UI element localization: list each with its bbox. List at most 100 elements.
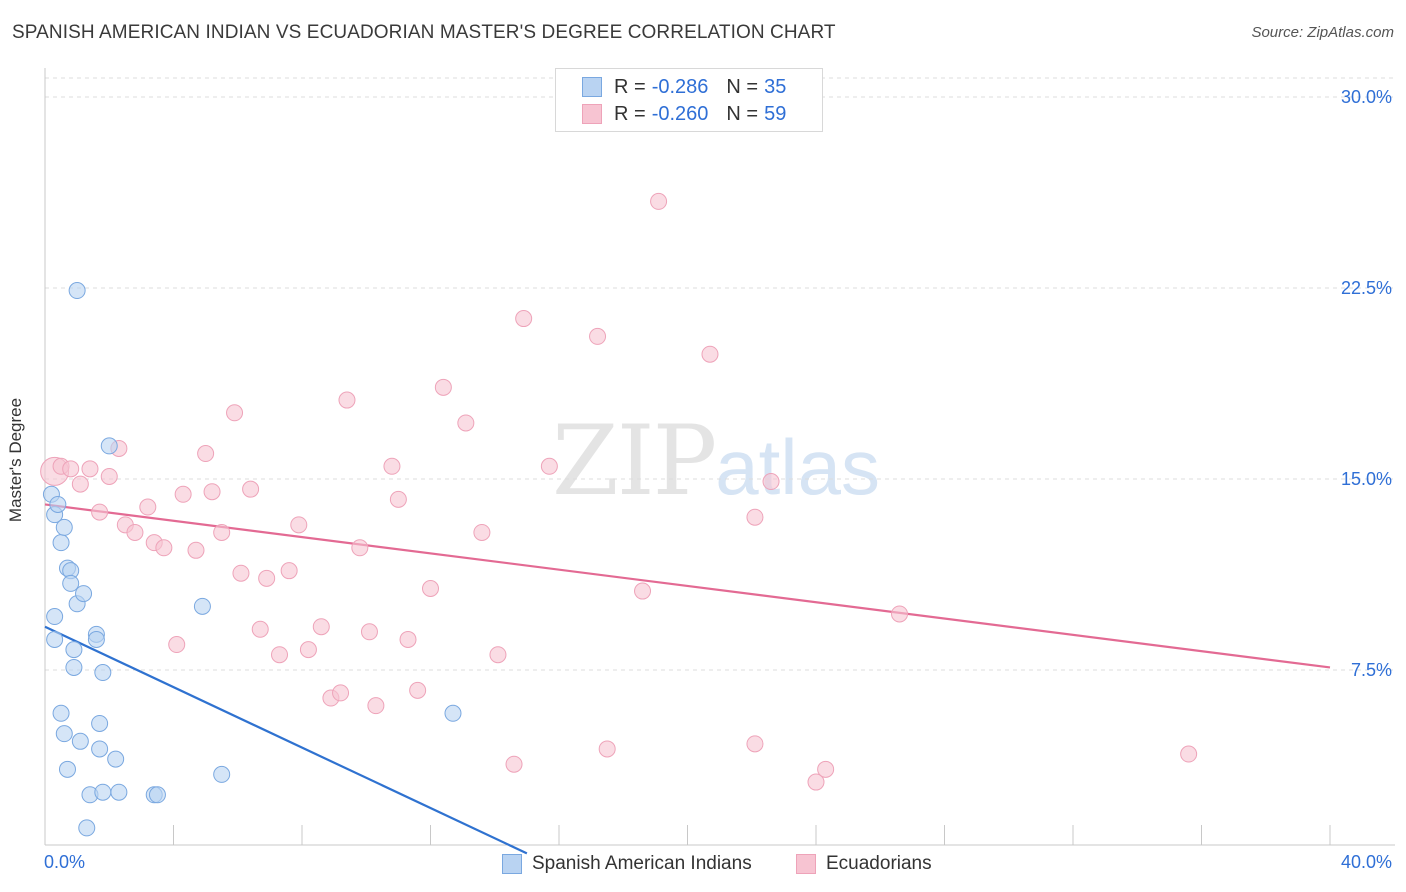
- data-point: [65, 658, 83, 676]
- series-legend-ecuadorians: Ecuadorians: [796, 852, 932, 876]
- trend-layer: [44, 503, 1331, 855]
- data-point: [505, 755, 523, 773]
- data-point: [71, 732, 89, 750]
- data-point: [807, 773, 825, 791]
- data-point: [65, 641, 83, 659]
- data-point: [52, 704, 70, 722]
- data-point: [126, 523, 144, 541]
- data-point: [389, 490, 407, 508]
- data-point: [78, 819, 96, 837]
- data-point: [148, 786, 166, 804]
- data-point: [94, 664, 112, 682]
- data-point: [71, 475, 89, 493]
- y-tick-label: 15.0%: [1340, 469, 1392, 489]
- data-point: [258, 569, 276, 587]
- data-point: [62, 460, 80, 478]
- data-point: [473, 523, 491, 541]
- data-point: [299, 641, 317, 659]
- data-point: [817, 760, 835, 778]
- data-point: [187, 541, 205, 559]
- data-point: [891, 605, 909, 623]
- data-point: [110, 783, 128, 801]
- data-point: [232, 564, 250, 582]
- data-point: [62, 574, 80, 592]
- series-swatch-blue: [502, 854, 522, 874]
- data-point: [251, 620, 269, 638]
- axis-layer: [44, 68, 1395, 846]
- data-point: [107, 750, 125, 768]
- data-point: [91, 714, 109, 732]
- legend-swatch-pink: [582, 104, 602, 124]
- legend-swatch-blue: [582, 77, 602, 97]
- data-point: [598, 740, 616, 758]
- data-point: [360, 623, 378, 641]
- data-point: [52, 534, 70, 552]
- legend-n-value: 35: [764, 75, 787, 98]
- data-point: [701, 345, 719, 363]
- data-point: [46, 630, 64, 648]
- data-point: [100, 437, 118, 455]
- trend-line-ecuadorians: [44, 503, 1331, 669]
- data-point: [55, 518, 73, 536]
- data-point: [49, 495, 67, 513]
- data-point: [280, 562, 298, 580]
- x-tick-label-min: 0.0%: [44, 852, 86, 872]
- data-point: [87, 630, 105, 648]
- data-point: [746, 508, 764, 526]
- data-point: [515, 310, 533, 328]
- data-point: [242, 480, 260, 498]
- data-point: [155, 539, 173, 557]
- source-label: Source: ZipAtlas.com: [1251, 24, 1394, 41]
- legend-r-label: R =: [614, 102, 646, 125]
- data-point: [332, 684, 350, 702]
- y-axis-label: Master's Degree: [6, 397, 25, 523]
- legend-row-ecuadorians: R = -0.260 N = 59: [582, 100, 786, 128]
- watermark-zip: ZIP: [552, 405, 717, 517]
- y-tick-label: 22.5%: [1340, 278, 1392, 298]
- data-point: [312, 618, 330, 636]
- legend-r-value: -0.286: [651, 75, 709, 98]
- legend-r-value: -0.260: [651, 102, 709, 125]
- watermark: ZIPatlas: [552, 405, 880, 517]
- points-ecuadorians: [40, 192, 1198, 791]
- legend-n-label: N =: [726, 75, 759, 98]
- data-point: [213, 523, 231, 541]
- data-point: [193, 597, 211, 615]
- legend-row-spanish-american-indians: R = -0.286 N = 35: [582, 73, 786, 101]
- data-point: [91, 740, 109, 758]
- data-point: [271, 646, 289, 664]
- data-point: [100, 467, 118, 485]
- y-tick-label: 30.0%: [1340, 87, 1392, 107]
- data-point: [81, 460, 99, 478]
- grid-layer: [45, 77, 1395, 671]
- series-name: Ecuadorians: [826, 853, 932, 874]
- data-point: [457, 414, 475, 432]
- data-point: [338, 391, 356, 409]
- data-point: [1180, 745, 1198, 763]
- series-swatch-pink: [796, 854, 816, 874]
- chart-title: SPANISH AMERICAN INDIAN VS ECUADORIAN MA…: [12, 22, 836, 43]
- data-point: [203, 483, 221, 501]
- y-tick-label: 7.5%: [1350, 660, 1392, 680]
- data-point: [589, 327, 607, 345]
- data-point: [91, 503, 109, 521]
- data-point: [650, 192, 668, 210]
- data-point: [399, 630, 417, 648]
- data-point: [540, 457, 558, 475]
- data-point: [94, 783, 112, 801]
- correlation-legend: R = -0.286 N = 35 R = -0.260 N = 59: [555, 68, 823, 132]
- series-legend-spanish-american-indians: Spanish American Indians: [502, 852, 752, 876]
- legend-r-label: R =: [614, 75, 646, 98]
- data-point: [489, 646, 507, 664]
- x-tick-label-max: 40.0%: [1340, 852, 1392, 872]
- data-point: [168, 636, 186, 654]
- watermark-atlas: atlas: [715, 423, 880, 511]
- data-point: [367, 697, 385, 715]
- legend-n-label: N =: [726, 102, 759, 125]
- data-point: [197, 445, 215, 463]
- data-point: [444, 704, 462, 722]
- legend-n-value: 59: [764, 102, 787, 125]
- data-point: [75, 585, 93, 603]
- data-point: [68, 282, 86, 300]
